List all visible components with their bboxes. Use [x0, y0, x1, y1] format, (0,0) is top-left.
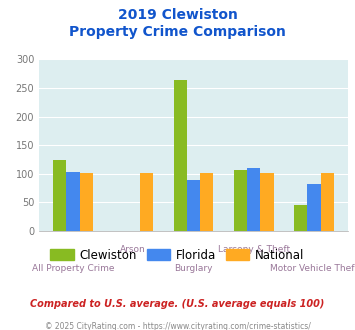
Bar — [294, 205, 307, 231]
Legend: Clewiston, Florida, National: Clewiston, Florida, National — [45, 244, 310, 266]
Bar — [174, 80, 187, 231]
Bar — [247, 168, 260, 231]
Text: Arson: Arson — [120, 245, 146, 254]
Bar — [234, 170, 247, 231]
Bar — [200, 173, 213, 231]
Bar — [307, 183, 321, 231]
Bar — [80, 173, 93, 231]
Bar — [260, 173, 274, 231]
Text: Property Crime Comparison: Property Crime Comparison — [69, 25, 286, 39]
Text: Burglary: Burglary — [174, 264, 213, 273]
Bar — [66, 172, 80, 231]
Text: Larceny & Theft: Larceny & Theft — [218, 245, 290, 254]
Text: Compared to U.S. average. (U.S. average equals 100): Compared to U.S. average. (U.S. average … — [30, 299, 325, 309]
Text: © 2025 CityRating.com - https://www.cityrating.com/crime-statistics/: © 2025 CityRating.com - https://www.city… — [45, 322, 310, 330]
Bar — [140, 173, 153, 231]
Bar — [321, 173, 334, 231]
Text: All Property Crime: All Property Crime — [32, 264, 114, 273]
Text: Motor Vehicle Theft: Motor Vehicle Theft — [270, 264, 355, 273]
Bar — [187, 180, 200, 231]
Bar — [53, 159, 66, 231]
Text: 2019 Clewiston: 2019 Clewiston — [118, 8, 237, 22]
